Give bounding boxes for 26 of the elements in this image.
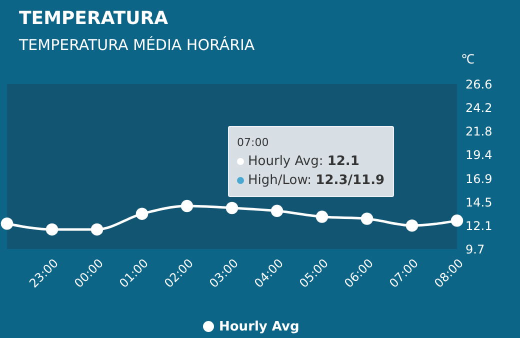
point [90, 223, 104, 236]
legend-label: Hourly Avg [219, 320, 300, 334]
y-tick-label: 12.1 [466, 219, 492, 234]
point [270, 204, 284, 218]
y-tick-label: 19.4 [466, 148, 492, 162]
point [180, 200, 194, 212]
point [46, 223, 58, 236]
point [136, 208, 148, 220]
annotation: 07:00 [237, 135, 270, 151]
point [316, 210, 328, 223]
point [450, 214, 464, 227]
chart-title: TEMPERATURA [19, 8, 168, 29]
annotation: High/Low: 12.3/11.9 [248, 173, 385, 188]
chart-subtitle: TEMPERATURA MÉDIA HORÁRIA [18, 36, 256, 54]
y-tick-label: 21.8 [466, 124, 492, 138]
y-axis-title: ℃ [462, 52, 474, 66]
point [406, 219, 418, 232]
y-tick-label: 24.2 [466, 100, 492, 115]
point [0, 218, 14, 230]
annotation: Hourly Avg: 12.1 [248, 154, 360, 169]
y-tick-label: 9.7 [466, 242, 485, 256]
point [226, 202, 238, 214]
y-tick-label: 16.9 [466, 172, 492, 186]
y-tick-label: 26.6 [466, 78, 492, 92]
point [360, 212, 374, 225]
y-tick-label: 14.5 [466, 196, 492, 210]
